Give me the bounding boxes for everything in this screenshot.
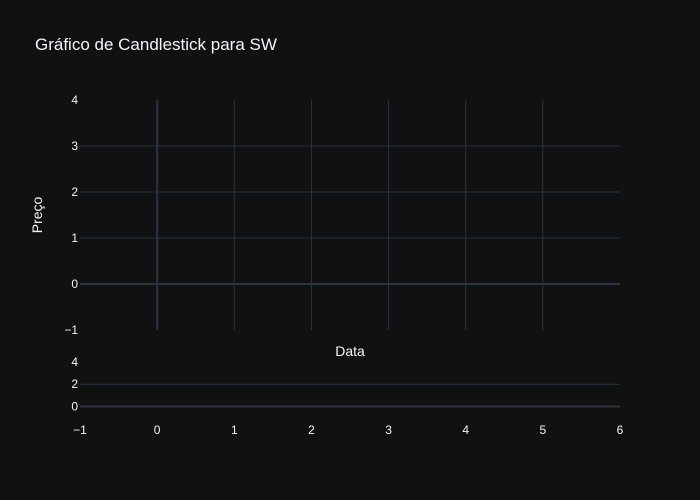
volume-y-tick-label: 2 <box>71 377 78 391</box>
x-tick-label: 0 <box>154 423 161 437</box>
x-tick-label: 3 <box>385 423 392 437</box>
y-axis-title: Preço <box>29 197 45 234</box>
x-tick-label: −1 <box>73 423 87 437</box>
y-tick-label: 3 <box>71 139 78 153</box>
volume-y-tick-label: 0 <box>71 399 78 413</box>
x-tick-label: 2 <box>308 423 315 437</box>
price-y-tick-labels: −1 0 1 2 3 4 <box>64 93 78 337</box>
volume-y-tick-label: 4 <box>71 355 78 369</box>
y-tick-label: −1 <box>64 323 78 337</box>
x-tick-label: 4 <box>462 423 469 437</box>
volume-plot-gridlines <box>80 383 620 408</box>
x-axis-title: Data <box>335 343 365 359</box>
y-tick-label: 4 <box>71 93 78 107</box>
y-tick-label: 0 <box>71 277 78 291</box>
x-tick-label: 6 <box>617 423 624 437</box>
volume-y-tick-labels: 0 2 4 <box>71 355 78 413</box>
chart-title: Gráfico de Candlestick para SW <box>35 35 277 54</box>
x-tick-label: 5 <box>540 423 547 437</box>
x-tick-label: 1 <box>231 423 238 437</box>
y-tick-label: 2 <box>71 185 78 199</box>
y-tick-label: 1 <box>71 231 78 245</box>
x-tick-labels: −1 0 1 2 3 4 5 6 <box>73 423 624 437</box>
price-plot-gridlines <box>80 100 620 330</box>
